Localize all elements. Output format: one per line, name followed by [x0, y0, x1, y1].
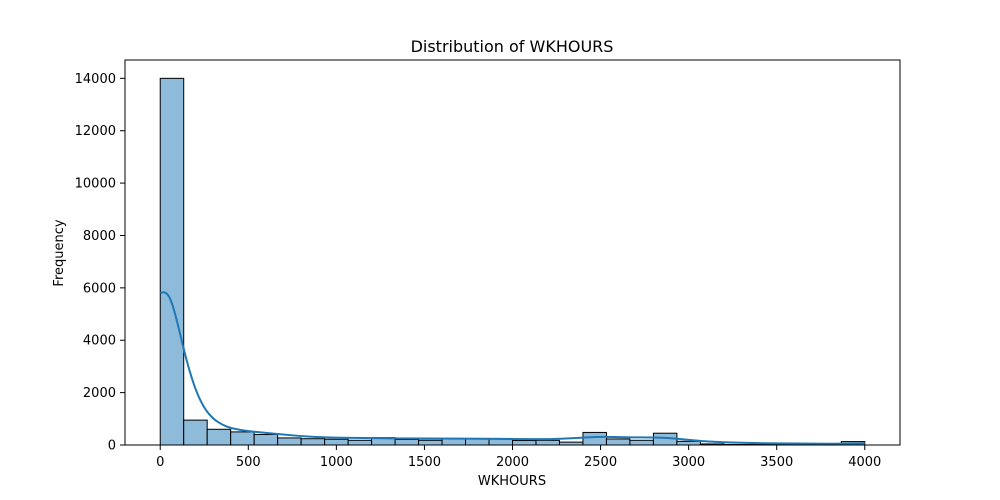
y-tick-label: 2000	[83, 386, 116, 401]
x-tick-label: 2500	[584, 455, 617, 470]
x-axis-label: WKHOURS	[478, 474, 546, 489]
y-tick-label: 6000	[83, 281, 116, 296]
histogram-bar	[277, 437, 302, 446]
histogram-bar	[512, 440, 537, 446]
histogram-bar	[605, 438, 631, 446]
histogram-bar	[230, 431, 255, 446]
plot-frame	[124, 59, 901, 446]
x-tick-label: 3500	[760, 455, 793, 470]
histogram-bar	[206, 428, 232, 446]
histogram-bar	[535, 439, 560, 446]
x-tick-label: 4000	[848, 455, 881, 470]
y-tick-label: 0	[108, 439, 116, 454]
histogram-bar	[418, 439, 443, 446]
y-tick-label: 4000	[83, 334, 116, 349]
y-tick-label: 10000	[75, 177, 116, 192]
x-tick-label: 2000	[496, 455, 529, 470]
histogram-bar	[253, 434, 279, 446]
y-tick-label: 14000	[75, 72, 116, 87]
x-tick-label: 3000	[672, 455, 705, 470]
y-tick-label: 12000	[75, 124, 116, 139]
x-axis: 0 500 1000 1500 2000 2500 3000 3500 4000	[156, 445, 881, 470]
histogram-bar	[324, 438, 349, 446]
histogram-bar	[629, 439, 654, 446]
histogram-bar	[159, 77, 185, 446]
histogram-bar	[300, 438, 326, 446]
chart-title: Distribution of WKHOURS	[411, 37, 614, 56]
x-tick-label: 1000	[320, 455, 353, 470]
y-tick-label: 8000	[83, 229, 116, 244]
histogram-bar	[582, 431, 607, 446]
y-axis-label: Frequency	[52, 219, 67, 286]
kde-curve	[159, 291, 865, 445]
bars-layer	[159, 77, 866, 446]
y-axis: 0 2000 4000 6000 8000 10000 12000 14000	[75, 72, 125, 454]
histogram-bar	[183, 419, 208, 446]
x-tick-label: 500	[236, 455, 261, 470]
x-tick-label: 0	[156, 455, 164, 470]
x-tick-label: 1500	[408, 455, 441, 470]
histogram-bar	[394, 439, 420, 446]
histogram-bar	[676, 440, 701, 446]
histogram-bar	[347, 439, 373, 446]
